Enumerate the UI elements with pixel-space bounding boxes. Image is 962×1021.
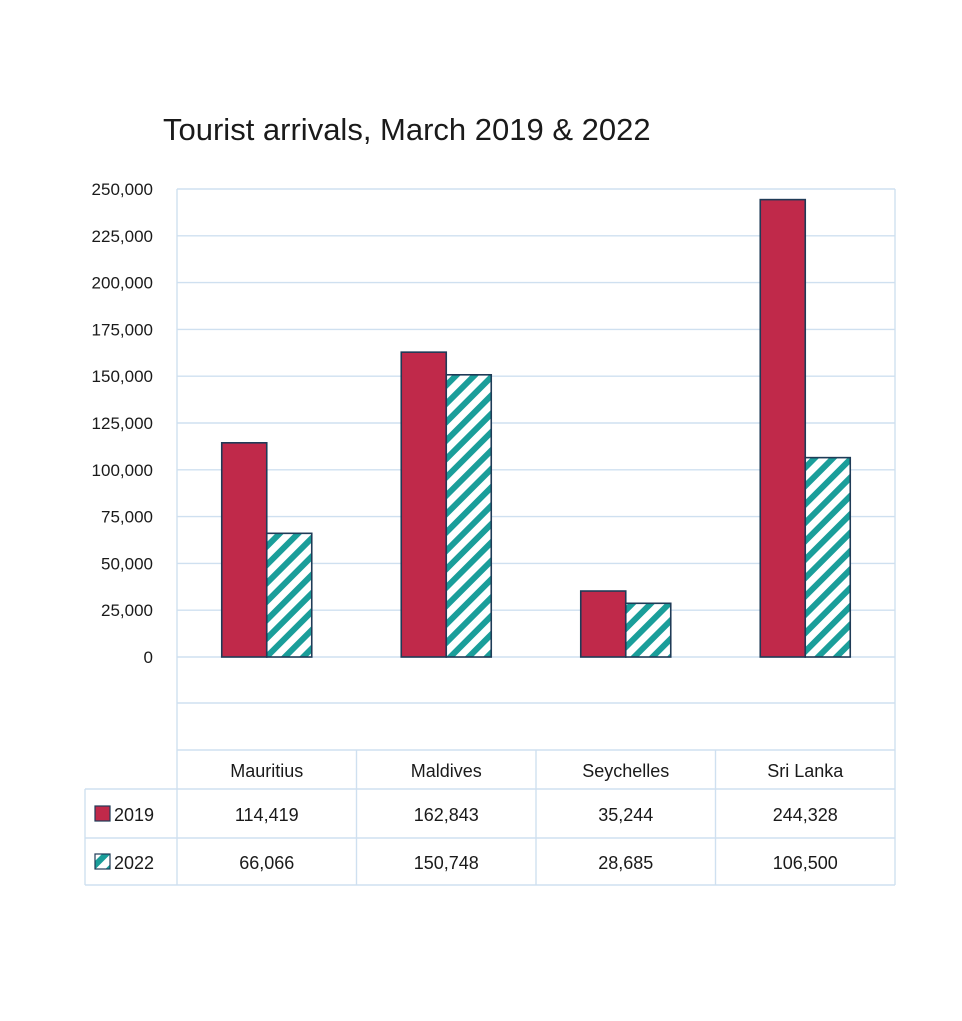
legend-key-2022 xyxy=(94,853,111,870)
y-tick-label: 25,000 xyxy=(101,601,153,620)
legend-label-2022: 2022 xyxy=(114,853,154,873)
data-label-maldives-2019: 162,843 xyxy=(414,805,479,825)
category-label-maldives: Maldives xyxy=(411,761,482,781)
bar-maldives-2022 xyxy=(445,373,493,658)
y-tick-label: 125,000 xyxy=(92,414,153,433)
bar-mauritius-2019 xyxy=(220,442,268,658)
y-axis-tick-labels: 0 25,000 50,000 75,000 100,000 125,000 150,000… xyxy=(92,180,153,667)
category-label-mauritius: Mauritius xyxy=(230,761,303,781)
y-tick-label: 0 xyxy=(144,648,153,667)
data-label-seychelles-2022: 28,685 xyxy=(598,853,653,873)
legend-label-2019: 2019 xyxy=(114,805,154,825)
legend-key-2019 xyxy=(94,805,111,822)
bar-mauritius-2022 xyxy=(265,532,313,658)
category-label-seychelles: Seychelles xyxy=(582,761,669,781)
data-label-sri-lanka-2022: 106,500 xyxy=(773,853,838,873)
y-tick-label: 100,000 xyxy=(92,461,153,480)
y-tick-label: 225,000 xyxy=(92,227,153,246)
bar-seychelles-2022 xyxy=(624,602,672,658)
data-label-maldives-2022: 150,748 xyxy=(414,853,479,873)
y-tick-label: 150,000 xyxy=(92,367,153,386)
bars xyxy=(220,198,852,658)
y-tick-label: 200,000 xyxy=(92,274,153,293)
bar-sri-lanka-2019 xyxy=(759,198,807,658)
gridlines xyxy=(176,188,896,885)
data-table: Mauritius Maldives Seychelles Sri Lanka 2019… xyxy=(84,749,895,886)
bar-maldives-2019 xyxy=(400,351,448,658)
data-label-mauritius-2022: 66,066 xyxy=(239,853,294,873)
y-tick-label: 75,000 xyxy=(101,508,153,527)
y-tick-label: 50,000 xyxy=(101,554,153,573)
bar-sri-lanka-2022 xyxy=(804,456,852,658)
chart-title: Tourist arrivals, March 2019 & 2022 xyxy=(163,112,651,147)
category-label-sri-lanka: Sri Lanka xyxy=(767,761,844,781)
bar-seychelles-2019 xyxy=(579,590,627,658)
data-label-mauritius-2019: 114,419 xyxy=(235,805,299,825)
data-label-sri-lanka-2019: 244,328 xyxy=(773,805,838,825)
data-label-seychelles-2019: 35,244 xyxy=(598,805,653,825)
y-tick-label: 250,000 xyxy=(92,180,153,199)
y-tick-label: 175,000 xyxy=(92,320,153,339)
